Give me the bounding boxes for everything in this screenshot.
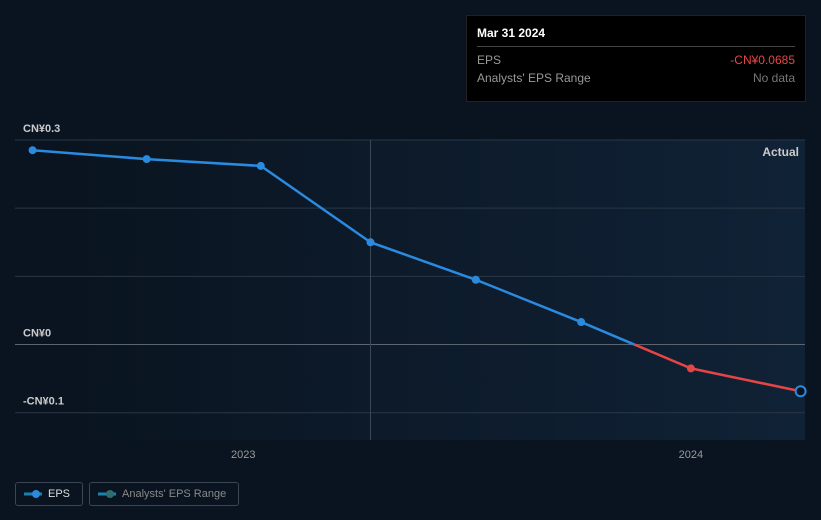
legend-swatch-icon xyxy=(24,489,42,499)
x-axis-label: 2023 xyxy=(231,449,255,461)
y-axis-label: CN¥0 xyxy=(23,328,51,340)
tooltip-row: Analysts' EPS Range No data xyxy=(477,69,795,87)
legend-swatch-icon xyxy=(98,489,116,499)
tooltip-row-value: -CN¥0.0685 xyxy=(730,51,795,69)
legend-item-label: EPS xyxy=(48,488,70,500)
chart-gradient-panel xyxy=(59,140,805,440)
tooltip-row-label: Analysts' EPS Range xyxy=(477,69,591,87)
actual-label: Actual xyxy=(762,145,799,159)
tooltip-row-label: EPS xyxy=(477,51,501,69)
series-marker xyxy=(29,146,37,154)
series-marker xyxy=(257,162,265,170)
legend-item-range[interactable]: Analysts' EPS Range xyxy=(89,482,239,506)
series-marker xyxy=(367,238,375,246)
y-axis-label: -CN¥0.1 xyxy=(23,396,64,408)
series-marker xyxy=(472,276,480,284)
chart-legend: EPS Analysts' EPS Range xyxy=(15,482,239,506)
tooltip-date: Mar 31 2024 xyxy=(477,24,795,47)
y-axis-label: CN¥0.3 xyxy=(23,123,60,135)
series-marker-last xyxy=(796,386,806,396)
tooltip-row: EPS -CN¥0.0685 xyxy=(477,51,795,69)
legend-item-eps[interactable]: EPS xyxy=(15,482,83,506)
x-axis-label: 2024 xyxy=(679,449,703,461)
series-marker xyxy=(143,155,151,163)
series-marker xyxy=(687,364,695,372)
chart-tooltip: Mar 31 2024 EPS-CN¥0.0685Analysts' EPS R… xyxy=(466,15,806,102)
series-marker xyxy=(577,318,585,326)
tooltip-row-value: No data xyxy=(753,69,795,87)
legend-item-label: Analysts' EPS Range xyxy=(122,488,226,500)
